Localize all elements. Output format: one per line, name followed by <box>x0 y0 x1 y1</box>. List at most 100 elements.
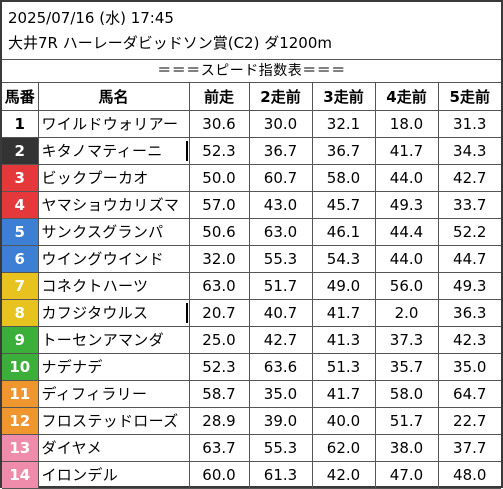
horse-name-cell: イロンデル <box>37 460 190 489</box>
speed-index-cell: 44.0 <box>374 244 439 273</box>
horse-name-cell: ヤマショウカリズマ <box>37 190 190 219</box>
table-body: 1 ワイルドウォリアー 30.6 30.0 32.1 18.0 31.3 2 キタノマティーニ 5… <box>2 109 501 489</box>
speed-index-cell: 37.3 <box>374 325 439 354</box>
speed-index-cell: 47.0 <box>374 460 439 489</box>
speed-index-cell: 42.7 <box>248 325 313 354</box>
speed-index-cell: 35.0 <box>248 379 313 408</box>
speed-index-cell: 63.0 <box>188 271 250 300</box>
table-row: 7 コネクトハーツ 63.0 51.7 49.0 56.0 49.3 <box>2 271 501 300</box>
horse-name-cell: ウイングウインド <box>37 244 190 273</box>
speed-index-cell: 36.7 <box>248 136 313 165</box>
speed-index-cell: 20.7 <box>188 298 250 327</box>
speed-index-cell: 34.3 <box>437 136 501 165</box>
speed-index-cell: 41.7 <box>311 379 376 408</box>
speed-index-cell: 54.3 <box>311 244 376 273</box>
speed-index-cell: 42.7 <box>437 163 501 192</box>
horse-number-cell: 12 <box>2 406 39 435</box>
table-row: 11 ディフィラリー 58.7 35.0 41.7 58.0 64.7 <box>2 379 501 408</box>
speed-index-cell: 64.7 <box>437 379 501 408</box>
speed-index-cell: 50.0 <box>188 163 250 192</box>
speed-index-cell: 58.7 <box>188 379 250 408</box>
horse-number-cell: 7 <box>2 271 39 300</box>
horse-number-cell: 5 <box>2 217 39 246</box>
col-header-4-races-ago: 4走前 <box>374 83 439 111</box>
speed-index-cell: 40.7 <box>248 298 313 327</box>
horse-number-cell: 13 <box>2 433 39 462</box>
speed-index-cell: 52.3 <box>188 136 250 165</box>
speed-index-cell: 30.6 <box>188 109 250 138</box>
horse-number-cell: 10 <box>2 352 39 381</box>
speed-index-cell: 56.0 <box>374 271 439 300</box>
horse-name-cell: ナデナデ <box>37 352 190 381</box>
table-row: 14 イロンデル 60.0 61.3 42.0 47.0 48.0 <box>2 460 501 489</box>
speed-index-cell: 49.3 <box>374 190 439 219</box>
speed-index-cell: 42.3 <box>437 325 501 354</box>
speed-index-cell: 41.7 <box>374 136 439 165</box>
speed-index-cell: 44.0 <box>374 163 439 192</box>
table-header-row: 馬番 馬名 前走 2走前 3走前 4走前 5走前 <box>2 83 501 111</box>
speed-index-cell: 48.0 <box>437 460 501 489</box>
table-row: 4 ヤマショウカリズマ 57.0 43.0 45.7 49.3 33.7 <box>2 190 501 219</box>
speed-index-cell: 22.7 <box>437 406 501 435</box>
speed-index-cell: 18.0 <box>374 109 439 138</box>
speed-index-cell: 30.0 <box>248 109 313 138</box>
speed-index-cell: 60.7 <box>248 163 313 192</box>
speed-index-cell: 31.3 <box>437 109 501 138</box>
speed-index-cell: 35.7 <box>374 352 439 381</box>
col-header-horse-name: 馬名 <box>37 83 190 111</box>
speed-index-cell: 52.3 <box>188 352 250 381</box>
col-header-number: 馬番 <box>2 83 39 111</box>
speed-index-cell: 44.4 <box>374 217 439 246</box>
horse-number-cell: 9 <box>2 325 39 354</box>
horse-name-cell: コネクトハーツ <box>37 271 190 300</box>
horse-number-cell: 6 <box>2 244 39 273</box>
speed-index-cell: 40.0 <box>311 406 376 435</box>
horse-name-cell: キタノマティーニ <box>37 136 190 165</box>
speed-index-cell: 38.0 <box>374 433 439 462</box>
speed-index-cell: 46.1 <box>311 217 376 246</box>
speed-index-cell: 42.0 <box>311 460 376 489</box>
speed-index-cell: 32.0 <box>188 244 250 273</box>
horse-name-cell: カフジタウルス <box>37 298 190 327</box>
horse-name-cell: ダイヤメ <box>37 433 190 462</box>
table-row: 3 ビックプーカオ 50.0 60.7 58.0 44.0 42.7 <box>2 163 501 192</box>
speed-index-cell: 62.0 <box>311 433 376 462</box>
col-header-5-races-ago: 5走前 <box>437 83 501 111</box>
speed-index-cell: 51.7 <box>248 271 313 300</box>
speed-index-cell: 55.3 <box>248 244 313 273</box>
speed-index-cell: 37.7 <box>437 433 501 462</box>
table-row: 10 ナデナデ 52.3 63.6 51.3 35.7 35.0 <box>2 352 501 381</box>
speed-index-cell: 36.7 <box>311 136 376 165</box>
table-row: 2 キタノマティーニ 52.3 36.7 36.7 41.7 34.3 <box>2 136 501 165</box>
speed-index-cell: 39.0 <box>248 406 313 435</box>
speed-index-cell: 52.2 <box>437 217 501 246</box>
speed-index-cell: 36.3 <box>437 298 501 327</box>
horse-number-cell: 1 <box>2 109 39 138</box>
speed-index-cell: 25.0 <box>188 325 250 354</box>
speed-index-cell: 44.7 <box>437 244 501 273</box>
horse-name-cell: サンクスグランパ <box>37 217 190 246</box>
table-row: 8 カフジタウルス 20.7 40.7 41.7 2.0 36.3 <box>2 298 501 327</box>
col-header-3-races-ago: 3走前 <box>311 83 376 111</box>
speed-index-cell: 49.3 <box>437 271 501 300</box>
speed-index-cell: 45.7 <box>311 190 376 219</box>
speed-index-cell: 33.7 <box>437 190 501 219</box>
speed-index-cell: 58.0 <box>374 379 439 408</box>
col-header-2-races-ago: 2走前 <box>248 83 313 111</box>
speed-index-cell: 51.7 <box>374 406 439 435</box>
speed-index-cell: 63.7 <box>188 433 250 462</box>
speed-index-cell: 41.7 <box>311 298 376 327</box>
table-row: 5 サンクスグランパ 50.6 63.0 46.1 44.4 52.2 <box>2 217 501 246</box>
horse-name-cell: ビックプーカオ <box>37 163 190 192</box>
horse-name-cell: フロステッドローズ <box>37 406 190 435</box>
horse-number-cell: 11 <box>2 379 39 408</box>
col-header-last-race: 前走 <box>188 83 250 111</box>
horse-name-cell: ディフィラリー <box>37 379 190 408</box>
table-row: 9 トーセンアマンダ 25.0 42.7 41.3 37.3 42.3 <box>2 325 501 354</box>
horse-number-cell: 4 <box>2 190 39 219</box>
speed-index-cell: 2.0 <box>374 298 439 327</box>
speed-index-cell: 43.0 <box>248 190 313 219</box>
horse-name-cell: トーセンアマンダ <box>37 325 190 354</box>
table-row: 12 フロステッドローズ 28.9 39.0 40.0 51.7 22.7 <box>2 406 501 435</box>
